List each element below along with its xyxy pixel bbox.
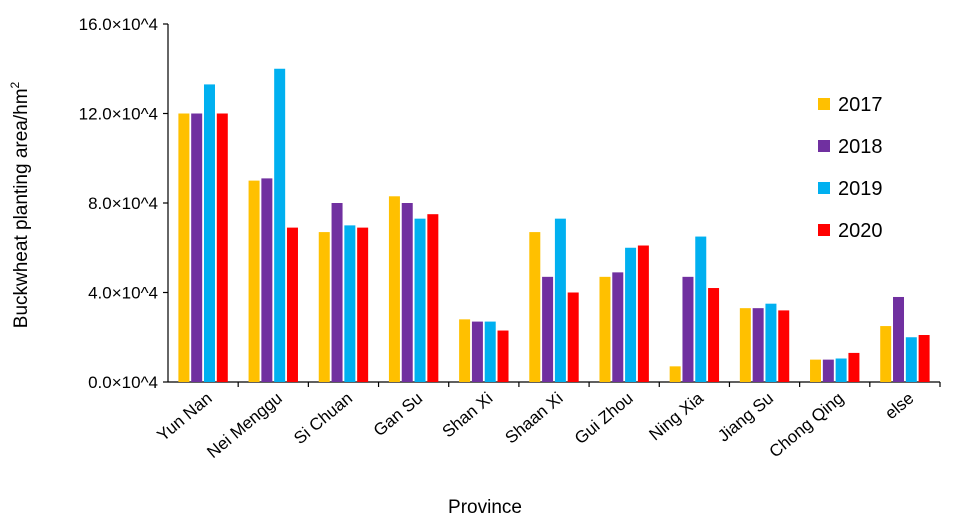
x-tick-label: else (881, 389, 917, 424)
x-tick-label: Gan Su (370, 389, 426, 441)
bar-2020-shaan-xi (567, 292, 579, 382)
bar-2017-gui-zhou (599, 276, 611, 382)
bar-2018-yun-nan (191, 113, 203, 382)
bar-2017-shaan-xi (529, 232, 541, 382)
bar-2019-nei-menggu (274, 68, 286, 382)
y-tick-label: 0.0×10^4 (88, 373, 158, 392)
bar-2019-chong-qing (835, 358, 847, 382)
bar-2020-shan-xi (497, 330, 509, 382)
bar-2020-else (918, 335, 930, 382)
y-tick-label: 4.0×10^4 (88, 284, 158, 303)
bar-2019-gan-su (414, 218, 426, 382)
bar-2019-jiang-su (765, 303, 777, 382)
legend-swatch-2020 (818, 224, 830, 236)
bar-2020-nei-menggu (286, 227, 298, 382)
x-tick-label: Ning Xia (645, 388, 707, 444)
bar-2018-jiang-su (752, 308, 764, 382)
x-tick-label: Si Chuan (290, 389, 356, 449)
y-tick-label: 8.0×10^4 (88, 194, 158, 213)
bar-2020-si-chuan (357, 227, 369, 382)
bar-2019-gui-zhou (625, 247, 637, 382)
bar-2018-chong-qing (822, 359, 834, 382)
x-tick-label: Gui Zhou (571, 389, 637, 449)
bar-2017-ning-xia (669, 366, 681, 382)
bar-2018-gan-su (401, 203, 413, 382)
bar-2017-chong-qing (810, 359, 822, 382)
x-axis-title: Province (448, 497, 522, 517)
legend-label-2017: 2017 (838, 94, 883, 116)
x-tick-label: Chong Qing (766, 389, 848, 462)
bar-2018-nei-menggu (261, 178, 273, 382)
bar-2017-shan-xi (459, 319, 471, 382)
x-tick-label: Nei Menggu (203, 389, 285, 462)
bar-2019-yun-nan (203, 84, 215, 382)
y-tick-label: 16.0×10^4 (79, 15, 158, 34)
y-tick-label: 12.0×10^4 (79, 105, 158, 124)
bar-2020-gui-zhou (637, 245, 649, 382)
x-tick-label: Yun Nan (153, 389, 215, 445)
legend-label-2019: 2019 (838, 178, 883, 200)
bar-2018-shaan-xi (542, 276, 554, 382)
bar-2020-ning-xia (708, 288, 720, 382)
legend-swatch-2017 (818, 98, 830, 110)
bar-2018-else (893, 296, 905, 382)
bar-2020-jiang-su (778, 310, 790, 382)
bar-2019-shan-xi (484, 321, 496, 382)
bar-2020-yun-nan (216, 113, 228, 382)
x-tick-label: Jiang Su (714, 389, 777, 446)
bar-2018-shan-xi (471, 321, 483, 382)
bar-2017-si-chuan (318, 232, 330, 382)
bar-2019-si-chuan (344, 225, 356, 382)
bar-2017-jiang-su (739, 308, 751, 382)
bar-2018-si-chuan (331, 203, 343, 382)
bar-2020-chong-qing (848, 352, 860, 382)
bar-2018-gui-zhou (612, 272, 624, 382)
bar-2018-ning-xia (682, 276, 694, 382)
bar-2017-gan-su (388, 196, 400, 382)
x-tick-label: Shan Xi (439, 389, 497, 442)
legend-label-2018: 2018 (838, 136, 883, 158)
legend-label-2020: 2020 (838, 220, 883, 242)
y-axis-title: Buckwheat planting area/hm2 (8, 81, 32, 328)
bar-2019-else (905, 337, 917, 382)
bar-2019-ning-xia (695, 236, 707, 382)
bar-2017-yun-nan (178, 113, 190, 382)
bar-2017-else (880, 326, 892, 382)
bar-2020-gan-su (427, 214, 439, 382)
x-tick-label: Shaan Xi (502, 389, 567, 448)
legend-swatch-2019 (818, 182, 830, 194)
bar-2017-nei-menggu (248, 180, 260, 382)
legend-swatch-2018 (818, 140, 830, 152)
bar-2019-shaan-xi (554, 218, 566, 382)
